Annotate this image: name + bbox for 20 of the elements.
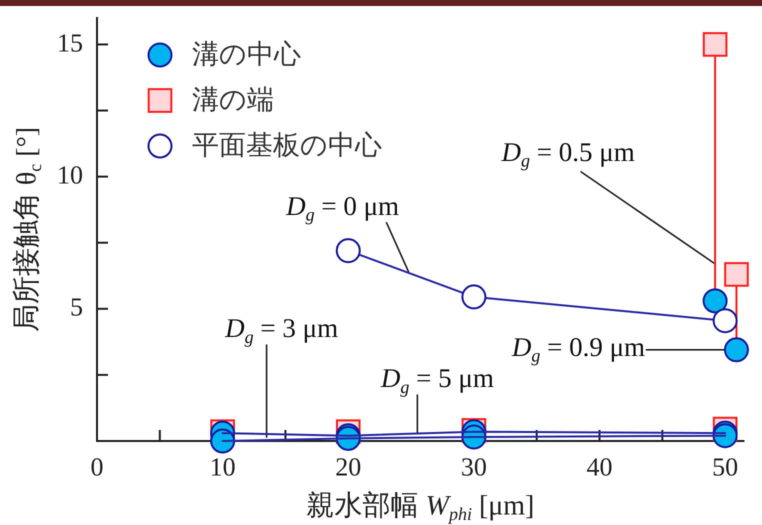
y-tick-label: 5 [70,292,83,322]
y-tick-label: 15 [57,28,83,58]
y-axis-title: 局所接触角 θc [°] [11,126,46,332]
legend-label: 溝の中心 [192,39,301,70]
x-tick-label: 50 [712,452,738,482]
point [461,284,486,310]
point [702,32,728,57]
legend-label: 平面基板の中心 [192,130,382,162]
point [724,337,749,362]
point [724,262,749,287]
x-tick-label: 20 [335,452,362,482]
x-tick-label: 40 [586,452,613,482]
x-tick-label: 30 [460,452,487,482]
x-tick-label: 10 [210,452,236,482]
x-tick-label: 0 [90,452,104,482]
point [702,288,728,314]
legend-label: 溝の端 [192,84,274,116]
point [336,238,361,264]
y-tick-label: 10 [57,160,83,190]
point [712,308,738,334]
